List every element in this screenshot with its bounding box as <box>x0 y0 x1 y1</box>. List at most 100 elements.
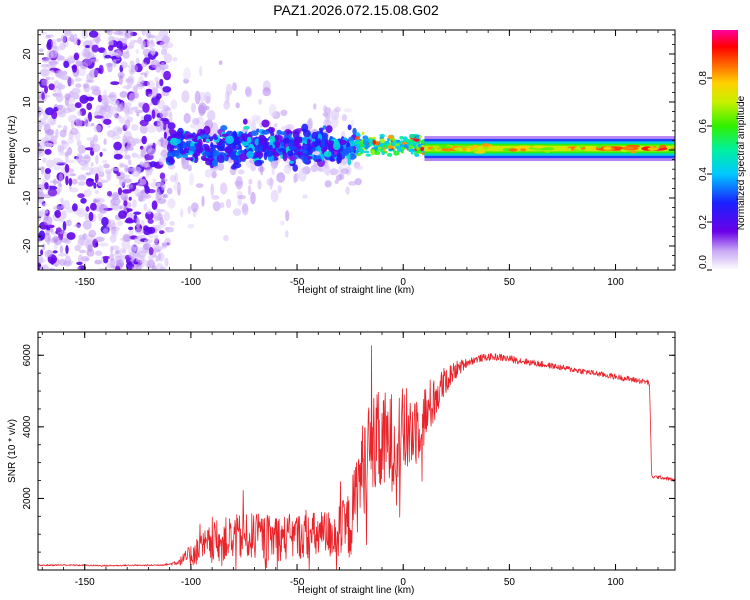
spectrogram-cell <box>197 138 203 147</box>
spectrogram-cell <box>156 93 162 100</box>
spectrogram-cell <box>520 148 527 152</box>
spectrogram-cell <box>139 179 147 186</box>
spectrogram-cell <box>39 209 49 215</box>
spectrogram-cell <box>180 208 184 218</box>
spectrogram-cell <box>76 140 82 147</box>
spectrogram-cell <box>83 117 90 126</box>
spectrogram-cell <box>136 250 147 258</box>
spectrogram-cell <box>154 76 160 83</box>
spectrogram-cell <box>282 152 288 162</box>
spectrogram-cell <box>52 157 62 165</box>
spectrogram-cell <box>121 61 128 69</box>
spectrogram-cell <box>143 239 153 244</box>
spectrogram-cell <box>77 181 86 186</box>
spectrogram-cell <box>235 176 243 190</box>
spectrogram-cell <box>102 148 107 152</box>
spectrogram-cell <box>65 220 72 225</box>
spectrogram-cell <box>175 138 181 144</box>
spectrogram-cell <box>132 199 137 209</box>
spectrogram-cell <box>44 148 52 155</box>
spectrogram-cell <box>139 124 148 134</box>
spectrogram-cell <box>158 30 169 37</box>
spectrogram-cell <box>56 53 61 62</box>
spectrogram-cell <box>232 208 242 217</box>
spectrogram-cell <box>152 178 157 183</box>
spectrogram-cell <box>41 92 45 101</box>
spectrogram-cell <box>157 99 166 110</box>
spectrogram-cell <box>38 230 46 241</box>
spectrogram-cell <box>39 267 46 270</box>
spectrogram-cell <box>73 52 80 61</box>
spectrogram-cell <box>133 92 139 99</box>
spectrogram-cell <box>116 40 123 49</box>
spectrogram-cell <box>90 162 94 167</box>
spectrogram-cell <box>270 127 275 133</box>
spectrogram-cell <box>41 31 48 35</box>
spectrogram-cell <box>111 245 120 251</box>
spectrogram-cell <box>160 62 166 71</box>
spectrogram-cell <box>334 179 339 184</box>
spectrogram-cell <box>113 141 122 151</box>
colorbar-tick-label: 0.8 <box>698 71 709 85</box>
spectrogram-cell <box>99 106 107 116</box>
spectrogram-cell <box>50 231 57 235</box>
spectrogram-cell <box>204 145 211 152</box>
snr-y-ticks: 2000 4000 6000 <box>22 336 675 571</box>
spectrogram-cell <box>592 147 597 151</box>
spectrogram-cell <box>169 144 175 152</box>
spectrogram-cell <box>61 146 68 150</box>
spectrogram-cell <box>107 260 117 266</box>
spectrogram-cell <box>192 117 200 125</box>
spectrogram-cell <box>346 146 355 153</box>
spectrogram-cell <box>54 80 59 85</box>
spectrogram-cell <box>289 160 294 164</box>
spectrogram-cell <box>122 189 132 194</box>
spectrogram-cell <box>42 157 47 163</box>
spectrogram-cell <box>453 147 463 151</box>
spectrogram-cell <box>315 145 322 152</box>
spectrogram-cell <box>86 102 93 111</box>
spectrogram-cell <box>276 129 282 136</box>
spectrogram-x-tick-label: -150 <box>75 277 95 288</box>
spectrogram-cell <box>55 227 62 233</box>
spectrogram-cell <box>230 165 237 170</box>
spectrogram-cell <box>65 159 75 164</box>
spectrogram-cell <box>329 168 339 176</box>
spectrogram-cell <box>211 171 217 179</box>
spectrogram-cell <box>154 234 159 243</box>
spectrogram-cell <box>60 34 67 43</box>
spectrogram-cell <box>168 128 175 134</box>
spectrogram-cell <box>118 75 123 85</box>
spectrogram-cell <box>579 144 584 148</box>
spectrogram-cell <box>102 255 110 260</box>
spectrogram-cell <box>68 177 73 187</box>
spectrogram-cell <box>91 44 99 53</box>
spectrogram-cell <box>71 178 78 185</box>
spectrogram-cell <box>99 151 103 157</box>
spectrogram-cell <box>149 102 153 106</box>
spectrogram-cell <box>187 223 195 229</box>
spectrogram-cell <box>85 206 90 212</box>
spectrogram-cell <box>69 127 79 136</box>
snr-series-line <box>38 345 675 570</box>
snr-x-label: Height of straight line (km) <box>298 585 415 596</box>
snr-x-tick-label: -100 <box>181 577 201 588</box>
spectrogram-cell <box>95 242 99 248</box>
spectrogram-cell <box>288 146 297 151</box>
spectrogram-cell <box>110 81 120 85</box>
spectrogram-cell <box>163 53 173 64</box>
spectrogram-cell <box>85 45 90 48</box>
spectrogram-cell <box>171 150 180 157</box>
spectrogram-cell <box>131 124 139 131</box>
spectrogram-cell <box>324 180 332 188</box>
spectrogram-cell <box>41 58 50 63</box>
spectrogram-cell <box>109 253 115 262</box>
spectrogram-cell <box>261 130 270 135</box>
spectrogram-cell <box>81 49 91 58</box>
spectrogram-cell <box>60 197 64 204</box>
spectrogram-cell <box>322 162 330 175</box>
spectrogram-cell <box>90 58 99 63</box>
spectrogram-cell <box>387 134 394 140</box>
spectrogram-cell <box>160 48 168 56</box>
spectrogram-cell <box>134 228 145 234</box>
